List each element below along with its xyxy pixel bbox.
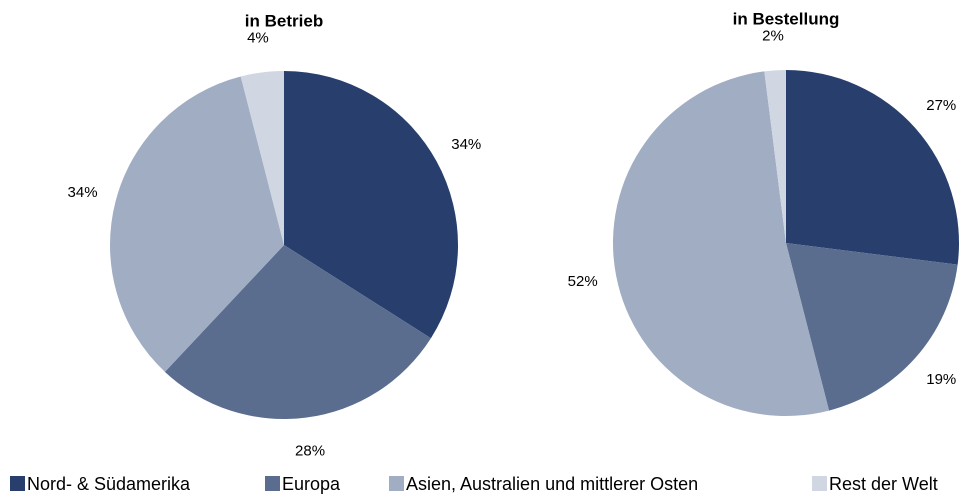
data-label: 19% — [926, 371, 956, 388]
pie-slice — [613, 71, 830, 416]
data-label: 27% — [926, 97, 956, 114]
data-label: 2% — [762, 27, 784, 44]
legend-swatch — [389, 476, 404, 491]
legend-swatch — [812, 476, 827, 491]
data-label: 52% — [568, 273, 598, 290]
chart-title: in Bestellung — [733, 9, 840, 28]
pie-slice — [786, 243, 958, 411]
pie-slice — [240, 71, 284, 245]
legend-swatch — [265, 476, 280, 491]
data-label: 34% — [451, 136, 481, 153]
pie-slice — [164, 245, 431, 419]
legend-swatch — [10, 476, 25, 491]
pie-slice — [110, 76, 284, 372]
legend-label: Nord- & Südamerika — [27, 474, 191, 494]
pie-slice — [786, 70, 959, 265]
data-label: 28% — [295, 442, 325, 459]
pie-slice — [284, 71, 458, 339]
legend-label: Europa — [282, 474, 341, 494]
legend-label: Rest der Welt — [829, 474, 938, 494]
pie-slice — [764, 70, 786, 243]
data-label: 4% — [247, 30, 269, 47]
legend-label: Asien, Australien und mittlerer Osten — [406, 474, 698, 494]
data-label: 34% — [68, 184, 98, 201]
chart-title: in Betrieb — [245, 11, 323, 30]
